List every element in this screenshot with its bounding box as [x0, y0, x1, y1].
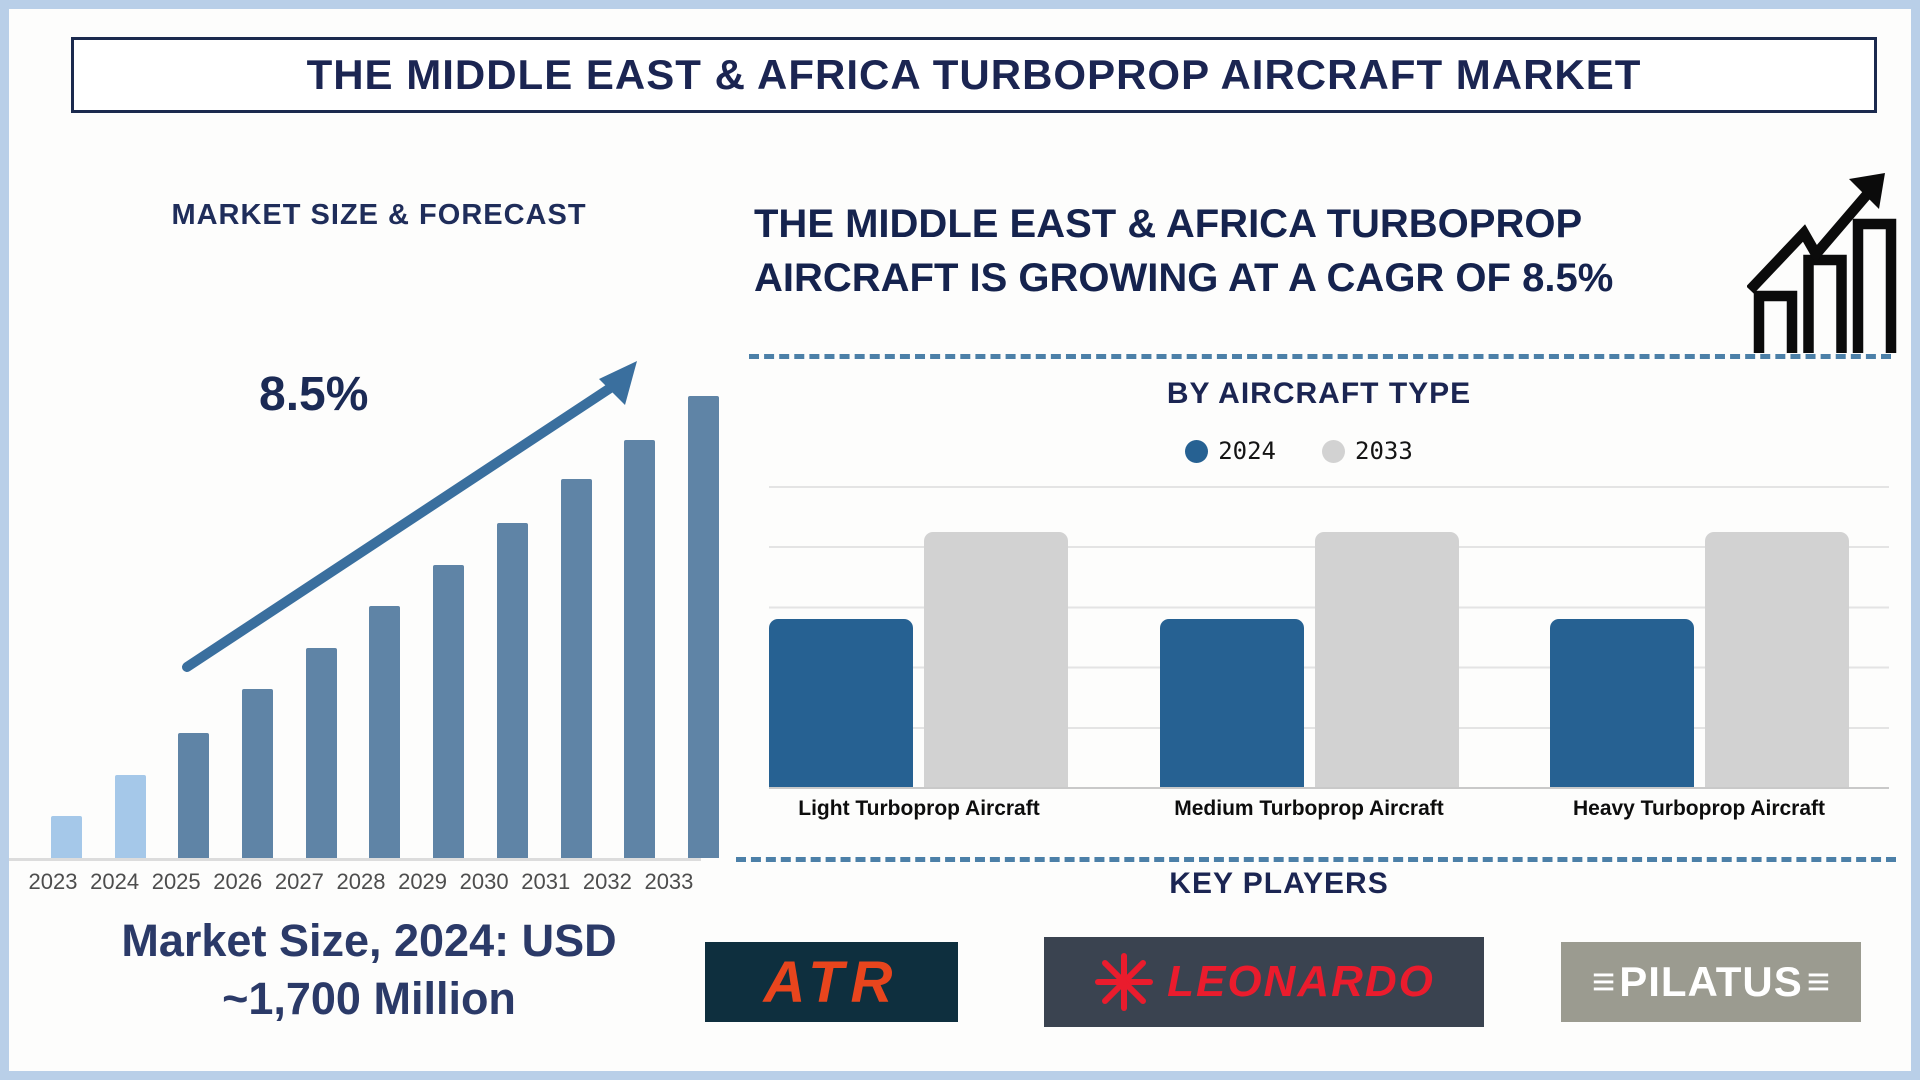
year-label-2027: 2027	[274, 869, 324, 894]
market-size-bar-2031	[560, 479, 592, 858]
market-size-footer-line2: ~1,700 Million	[222, 972, 516, 1024]
year-label-2023: 2023	[28, 869, 78, 894]
year-label-2033: 2033	[644, 869, 694, 894]
by-aircraft-type-plot	[769, 486, 1889, 789]
by-aircraft-type-groups	[769, 486, 1849, 789]
year-label-2028: 2028	[336, 869, 386, 894]
growth-trend-icon	[1747, 173, 1897, 353]
market-size-axis-line	[9, 858, 701, 861]
key-players-title: KEY PLAYERS	[1169, 867, 1389, 900]
year-label-2025: 2025	[151, 869, 201, 894]
market-size-bar-2023	[51, 816, 82, 858]
pilatus-logo-text: PILATUS	[1619, 958, 1803, 1005]
bar-group-2	[1159, 486, 1459, 789]
market-size-bar-2028	[369, 606, 401, 858]
bar-2024-heavy-turboprop-aircraft	[1550, 619, 1694, 789]
category-label-2: Medium Turboprop Aircraft	[1174, 797, 1444, 820]
bar-2033-medium-turboprop-aircraft	[1314, 532, 1459, 789]
cagr-annotation: 8.5%	[259, 368, 369, 421]
market-size-bar-2025	[178, 733, 210, 858]
atr-logo: ATR	[705, 942, 958, 1022]
by-aircraft-type-category-labels: Light Turboprop Aircraft Medium Turboprop…	[769, 797, 1889, 821]
by-aircraft-type-baseline	[769, 787, 1889, 789]
bar-2024-medium-turboprop-aircraft	[1159, 619, 1304, 789]
bar-2024-light-turboprop-aircraft	[769, 619, 913, 789]
category-label-3: Heavy Turboprop Aircraft	[1572, 797, 1826, 820]
leonardo-logo-text: LEONARDO	[1167, 957, 1435, 1006]
bar-2033-heavy-turboprop-aircraft	[1705, 532, 1849, 789]
by-aircraft-type-title: BY AIRCRAFT TYPE	[1166, 377, 1472, 410]
market-size-bar-2024	[114, 774, 146, 858]
leonardo-burst-icon	[1095, 953, 1154, 1011]
title-box: THE MIDDLE EAST & AFRICA TURBOPROP AIRCR…	[71, 37, 1877, 113]
year-label-2026: 2026	[213, 869, 263, 894]
legend-item-2024: 2024	[1185, 437, 1276, 465]
market-size-bar-2032	[624, 439, 656, 858]
year-label-2024: 2024	[90, 869, 140, 894]
category-label-1: Light Turboprop Aircraft	[798, 797, 1040, 820]
bar-group-3	[1550, 486, 1849, 789]
market-size-footer-line1: Market Size, 2024: USD	[121, 915, 617, 966]
bar-group-1	[769, 486, 1068, 789]
year-label-2031: 2031	[521, 869, 571, 894]
legend-item-2033: 2033	[1322, 437, 1413, 465]
market-size-year-labels: 2023 2024 2025 2026 2027 2028 2029 2030 2031 2032…	[27, 869, 695, 895]
market-size-bars	[51, 396, 719, 858]
market-size-bar-2026	[242, 689, 274, 858]
legend-dot-2033	[1322, 439, 1345, 463]
legend-label-2024: 2024	[1218, 437, 1276, 465]
year-label-2032: 2032	[582, 869, 632, 894]
growth-heading: THE MIDDLE EAST & AFRICA TURBOPROP AIRCR…	[754, 202, 1614, 301]
market-size-chart-title: MARKET SIZE & FORECAST	[171, 199, 587, 231]
by-aircraft-type-legend: 2024 2033	[1099, 437, 1499, 465]
market-size-bar-2027	[305, 647, 337, 858]
market-size-bar-2029	[433, 564, 465, 858]
pilatus-logo: ≡ PILATUS ≡	[1561, 942, 1861, 1022]
year-label-2030: 2030	[459, 869, 509, 894]
legend-dot-2024	[1185, 439, 1209, 463]
page-title: THE MIDDLE EAST & AFRICA TURBOPROP AIRCR…	[306, 51, 1642, 98]
leonardo-logo: LEONARDO	[1044, 937, 1484, 1027]
market-size-footer: Market Size, 2024: USD ~1,700 Million	[39, 912, 699, 1027]
atr-logo-text: ATR	[763, 949, 900, 1015]
dashed-divider-top	[749, 354, 1891, 359]
dashed-divider-bottom	[736, 857, 1896, 862]
year-label-2029: 2029	[398, 869, 448, 894]
legend-label-2033: 2033	[1355, 437, 1413, 465]
market-size-chart	[39, 385, 729, 860]
bar-2033-light-turboprop-aircraft	[924, 532, 1068, 789]
market-size-bar-2030	[496, 523, 528, 858]
market-size-bar-2033	[687, 396, 719, 858]
